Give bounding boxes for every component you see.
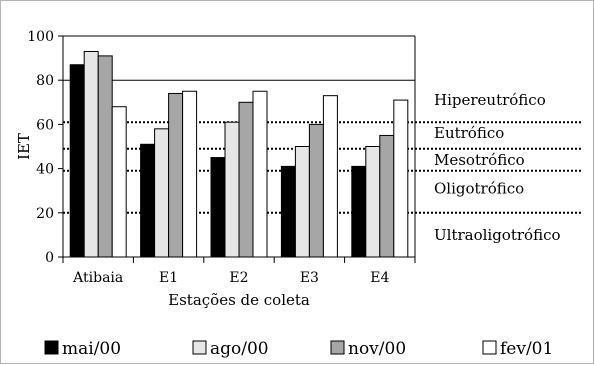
zone-label-1: Eutrófico — [434, 124, 504, 142]
x-axis-title: Estações de coleta — [168, 291, 310, 309]
bar-e2-fev-01 — [252, 90, 268, 258]
bar-e3-nov-00 — [308, 123, 324, 258]
axes — [58, 35, 416, 263]
bar-e2-nov-00 — [238, 101, 254, 258]
y-tick-label: 80 — [36, 73, 54, 89]
bar-e4-ago-00 — [365, 146, 381, 258]
legend-label-ago-00: ago/00 — [210, 339, 269, 359]
bar-e4-nov-00 — [379, 134, 395, 258]
y-tick-label: 40 — [36, 162, 54, 178]
bar-e3-ago-00 — [294, 146, 310, 258]
legend: mai/00 ago/00 nov/00 fev/01 — [44, 339, 553, 359]
bar-e1-fev-01 — [182, 90, 198, 258]
zone-label-4: Ultraoligotrófico — [434, 226, 561, 244]
x-tick-label-e4: E4 — [370, 270, 389, 286]
bar-e2-mai-00 — [210, 157, 226, 258]
legend-swatch-nov-00 — [330, 340, 345, 355]
bar-e1-nov-00 — [168, 92, 184, 258]
legend-swatch-ago-00 — [192, 340, 207, 355]
legend-label-nov-00: nov/00 — [348, 339, 406, 359]
bar-atibaia-mai-00 — [69, 64, 85, 258]
x-tick-label-e3: E3 — [300, 270, 319, 286]
trophic-zone-labels: Hipereutrófico Eutrófico Mesotrófico Oligot… — [434, 91, 561, 244]
y-tick-label: 0 — [45, 250, 54, 266]
y-axis-title: IET — [15, 133, 33, 160]
x-tick-label-e2: E2 — [229, 270, 248, 286]
x-tick-label-e1: E1 — [159, 270, 178, 286]
x-tick-labels: Atibaia E1 E2 E3 E4 — [72, 270, 389, 286]
legend-label-fev-01: fev/01 — [500, 339, 553, 359]
bar-atibaia-fev-01 — [111, 106, 127, 258]
legend-label-mai-00: mai/00 — [62, 339, 121, 359]
zone-label-2: Mesotrófico — [434, 151, 525, 169]
bar-e3-fev-01 — [322, 95, 338, 258]
x-tick-label-atibaia: Atibaia — [72, 270, 123, 286]
zone-label-0: Hipereutrófico — [434, 91, 546, 109]
y-tick-label: 100 — [27, 29, 54, 45]
bars — [69, 50, 409, 258]
y-tick-label: 60 — [36, 117, 54, 133]
bar-atibaia-nov-00 — [97, 55, 113, 258]
bar-atibaia-ago-00 — [83, 50, 99, 258]
bar-e1-mai-00 — [140, 143, 156, 258]
bar-e1-ago-00 — [154, 128, 170, 258]
bar-e3-mai-00 — [280, 165, 296, 258]
legend-swatch-mai-00 — [44, 340, 59, 355]
zone-label-3: Oligotrófico — [434, 179, 524, 197]
bar-e4-mai-00 — [351, 165, 367, 258]
legend-swatch-fev-01 — [482, 340, 497, 355]
y-tick-label: 20 — [36, 206, 54, 222]
bar-e4-fev-01 — [393, 99, 409, 258]
bar-e2-ago-00 — [224, 121, 240, 258]
y-tick-labels: 0 20 40 60 80 100 — [27, 29, 54, 266]
